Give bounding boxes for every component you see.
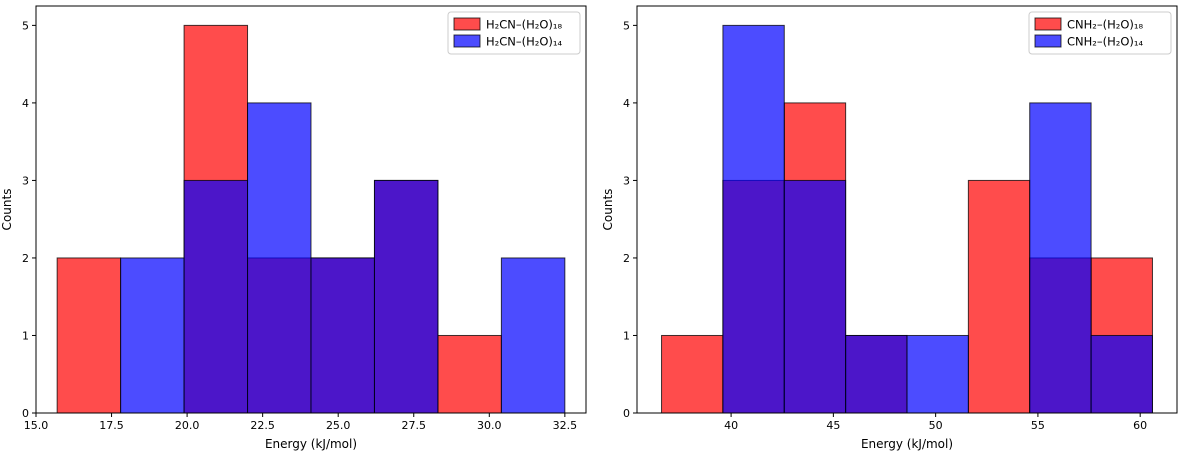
axes-frame bbox=[35, 5, 587, 414]
bar-blue-5 bbox=[373, 179, 439, 414]
x-tick-label: 45 bbox=[826, 419, 840, 432]
y-tick-label: 2 bbox=[623, 252, 630, 265]
bar-blue-4 bbox=[906, 334, 969, 414]
legend-swatch-blue bbox=[453, 34, 481, 48]
x-tick-label: 32.5 bbox=[553, 419, 578, 432]
legend-label-blue: CNH₂–(H₂O)₁₄ bbox=[1067, 35, 1144, 49]
bar-red-6 bbox=[437, 334, 502, 414]
x-tick-label: 27.5 bbox=[401, 419, 426, 432]
y-tick-label: 2 bbox=[22, 252, 29, 265]
chart-panel-1: 15.0 17.5 20.0 22.5 25.0 27.5 30.0 32.5 0 1 2 3 4 5 En… bbox=[0, 5, 587, 451]
legend: CNH₂–(H₂O)₁₈ CNH₂–(H₂O)₁₄ bbox=[1028, 11, 1172, 55]
x-tick-label: 17.5 bbox=[99, 419, 124, 432]
bar-blue-7 bbox=[1090, 334, 1153, 414]
bar-blue-6 bbox=[1029, 102, 1092, 414]
x-tick-label: 50 bbox=[929, 419, 943, 432]
legend-swatch-red bbox=[1034, 17, 1062, 31]
x-tick-label: 20.0 bbox=[175, 419, 200, 432]
bar-blue-2 bbox=[783, 179, 847, 414]
legend-box bbox=[1028, 11, 1172, 55]
legend-swatch-red bbox=[453, 17, 481, 31]
x-axis-label: Energy (kJ/mol) bbox=[265, 437, 357, 451]
bar-blue-3 bbox=[247, 102, 312, 414]
y-tick-label: 3 bbox=[22, 174, 29, 187]
legend-box bbox=[447, 11, 581, 55]
y-tick-label: 4 bbox=[623, 97, 630, 110]
x-tick-label: 60 bbox=[1133, 419, 1147, 432]
legend-label-blue: H₂CN–(H₂O)₁₄ bbox=[486, 35, 563, 49]
legend-swatch-blue bbox=[1034, 34, 1062, 48]
y-tick-label: 1 bbox=[623, 329, 630, 342]
bar-blue-1 bbox=[722, 24, 785, 414]
y-tick-label: 5 bbox=[22, 19, 29, 32]
y-tick-label: 5 bbox=[623, 19, 630, 32]
x-tick-label: 15.0 bbox=[24, 419, 49, 432]
x-tick-label: 55 bbox=[1031, 419, 1045, 432]
bar-red-5 bbox=[967, 179, 1031, 414]
x-tick-label: 22.5 bbox=[250, 419, 275, 432]
x-tick-label: 25.0 bbox=[326, 419, 351, 432]
y-tick-label: 0 bbox=[623, 407, 630, 420]
bar-blue-3 bbox=[845, 334, 908, 414]
x-axis-label: Energy (kJ/mol) bbox=[861, 437, 953, 451]
bar-blue-1 bbox=[120, 257, 185, 414]
y-axis-label: Counts bbox=[601, 189, 615, 231]
bar-red-0 bbox=[56, 257, 122, 414]
y-tick-label: 1 bbox=[22, 329, 29, 342]
y-tick-label: 4 bbox=[22, 97, 29, 110]
bar-red-0 bbox=[661, 334, 724, 414]
y-tick-label: 0 bbox=[22, 407, 29, 420]
x-tick-label: 40 bbox=[724, 419, 738, 432]
bar-blue-4 bbox=[310, 257, 375, 414]
x-tick-label: 30.0 bbox=[477, 419, 502, 432]
series-blue bbox=[722, 24, 1153, 414]
axes-frame bbox=[636, 5, 1178, 414]
legend: H₂CN–(H₂O)₁₈ H₂CN–(H₂O)₁₄ bbox=[447, 11, 581, 55]
y-tick-label: 3 bbox=[623, 174, 630, 187]
y-axis-label: Counts bbox=[0, 189, 14, 231]
bar-blue-2 bbox=[183, 179, 249, 414]
legend-label-red: CNH₂–(H₂O)₁₈ bbox=[1067, 18, 1144, 32]
legend-label-red: H₂CN–(H₂O)₁₈ bbox=[486, 18, 563, 32]
bar-blue-7 bbox=[500, 257, 566, 414]
